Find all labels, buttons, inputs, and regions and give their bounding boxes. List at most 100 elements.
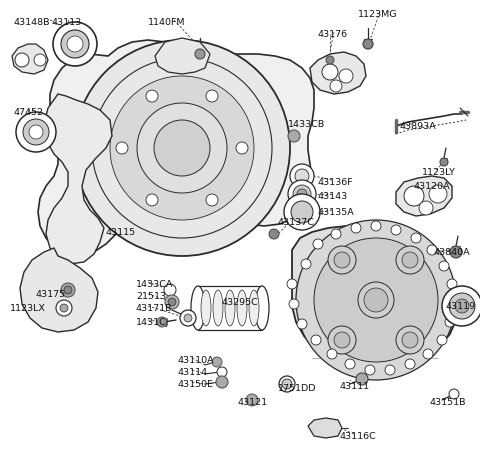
Circle shape	[164, 284, 176, 296]
Circle shape	[146, 90, 158, 102]
Circle shape	[405, 359, 415, 369]
Circle shape	[450, 246, 462, 258]
Circle shape	[236, 142, 248, 154]
Circle shape	[287, 279, 297, 289]
Circle shape	[137, 103, 227, 193]
Circle shape	[289, 299, 299, 309]
Circle shape	[328, 326, 356, 354]
Circle shape	[356, 373, 368, 385]
Polygon shape	[20, 248, 98, 332]
Circle shape	[217, 367, 227, 377]
Circle shape	[419, 201, 433, 215]
Text: 43150E: 43150E	[178, 380, 214, 389]
Text: 1123LY: 1123LY	[422, 168, 456, 177]
Circle shape	[16, 112, 56, 152]
Polygon shape	[12, 44, 48, 74]
Text: 43171B: 43171B	[136, 304, 172, 313]
Circle shape	[358, 282, 394, 318]
Circle shape	[64, 286, 72, 294]
Circle shape	[322, 64, 338, 80]
Text: 43115: 43115	[106, 228, 136, 237]
Text: 43143: 43143	[318, 192, 348, 201]
Circle shape	[437, 335, 447, 345]
Text: 21513: 21513	[136, 292, 166, 301]
Text: 1751DD: 1751DD	[278, 384, 316, 393]
Circle shape	[334, 332, 350, 348]
Circle shape	[297, 189, 307, 199]
Circle shape	[449, 389, 459, 399]
Text: 43135A: 43135A	[318, 208, 355, 217]
Circle shape	[440, 158, 448, 166]
Ellipse shape	[191, 286, 205, 330]
Circle shape	[364, 288, 388, 312]
Circle shape	[165, 295, 179, 309]
Ellipse shape	[255, 286, 269, 330]
Text: 1123MG: 1123MG	[358, 10, 397, 19]
Circle shape	[326, 56, 334, 64]
Circle shape	[371, 221, 381, 231]
Circle shape	[246, 394, 258, 406]
Circle shape	[297, 319, 307, 329]
Circle shape	[404, 186, 424, 206]
Ellipse shape	[225, 290, 235, 326]
Circle shape	[427, 245, 437, 255]
Text: 43121: 43121	[238, 398, 268, 407]
Circle shape	[363, 39, 373, 49]
Circle shape	[290, 164, 314, 188]
Circle shape	[29, 125, 43, 139]
Circle shape	[391, 225, 401, 235]
Text: 43111: 43111	[340, 382, 370, 391]
Circle shape	[365, 365, 375, 375]
Text: 43116C: 43116C	[340, 432, 377, 441]
Ellipse shape	[213, 290, 223, 326]
Circle shape	[385, 365, 395, 375]
Circle shape	[330, 80, 342, 92]
Text: 1123LX: 1123LX	[10, 304, 46, 313]
Circle shape	[184, 314, 192, 322]
Circle shape	[328, 246, 356, 274]
Circle shape	[206, 90, 218, 102]
Circle shape	[313, 239, 323, 249]
Circle shape	[334, 252, 350, 268]
Circle shape	[282, 379, 292, 389]
Circle shape	[291, 201, 313, 223]
Polygon shape	[198, 286, 262, 330]
Circle shape	[423, 349, 433, 359]
Ellipse shape	[237, 290, 247, 326]
Text: 43176: 43176	[318, 30, 348, 39]
Text: 43120A: 43120A	[414, 182, 451, 191]
Text: 43840A: 43840A	[434, 248, 470, 257]
Circle shape	[449, 293, 475, 319]
Circle shape	[293, 185, 311, 203]
Circle shape	[116, 142, 128, 154]
Text: 43113: 43113	[52, 18, 82, 27]
Circle shape	[168, 298, 176, 306]
Circle shape	[327, 349, 337, 359]
Text: 1431CJ: 1431CJ	[136, 318, 169, 327]
Circle shape	[74, 40, 290, 256]
Text: 43151B: 43151B	[430, 398, 467, 407]
Circle shape	[216, 376, 228, 388]
Circle shape	[445, 317, 455, 327]
Circle shape	[311, 335, 321, 345]
Circle shape	[455, 299, 469, 313]
Circle shape	[61, 283, 75, 297]
Circle shape	[284, 194, 320, 230]
Circle shape	[288, 130, 300, 142]
Circle shape	[180, 310, 196, 326]
Text: 1433CA: 1433CA	[136, 280, 173, 289]
Circle shape	[279, 376, 295, 392]
Polygon shape	[155, 38, 210, 74]
Text: 43893A: 43893A	[400, 122, 437, 131]
Circle shape	[146, 194, 158, 206]
Circle shape	[61, 30, 89, 58]
Polygon shape	[38, 40, 314, 256]
Circle shape	[449, 299, 459, 309]
Circle shape	[212, 357, 222, 367]
Circle shape	[154, 120, 210, 176]
Text: 43114: 43114	[178, 368, 208, 377]
Circle shape	[442, 286, 480, 326]
Circle shape	[351, 223, 361, 233]
Polygon shape	[44, 94, 112, 264]
Circle shape	[396, 326, 424, 354]
